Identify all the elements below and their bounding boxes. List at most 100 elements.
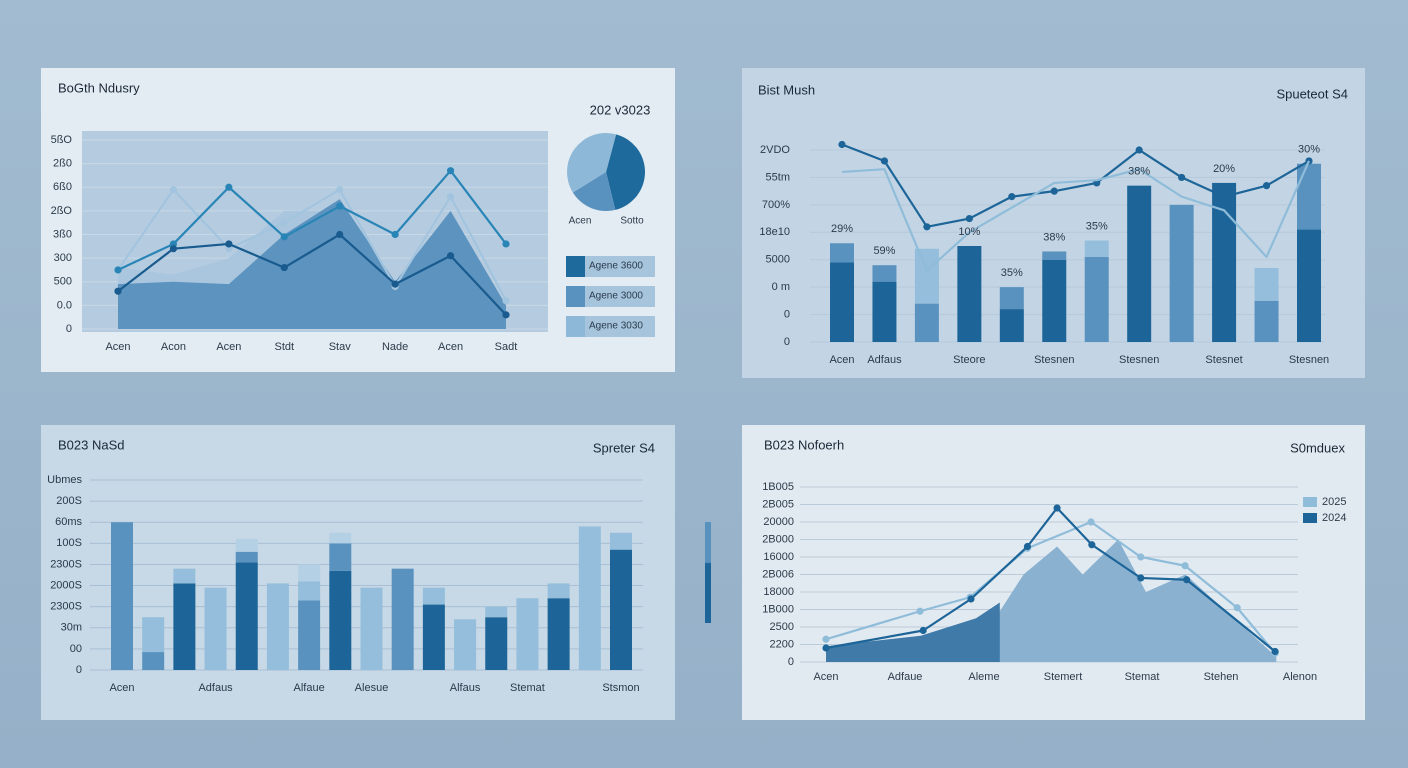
y-tick-label: 3ß0 xyxy=(53,228,72,240)
point xyxy=(446,252,455,260)
legend-label: Agene 3000 xyxy=(589,291,643,302)
legend-label: 2025 xyxy=(1322,496,1346,508)
point xyxy=(1262,182,1271,190)
bar-segment xyxy=(1084,240,1109,257)
decoration xyxy=(705,522,711,623)
bar-segment xyxy=(1042,251,1067,260)
chart-title: Bist Mush xyxy=(758,82,815,97)
point xyxy=(1135,146,1143,154)
x-tick-label: Acen xyxy=(438,341,463,353)
x-tick-label: Adfaus xyxy=(867,354,902,366)
x-tick-label: Acen xyxy=(109,682,134,694)
point xyxy=(446,167,455,175)
y-tick-label: 18e10 xyxy=(759,226,790,238)
point xyxy=(114,287,122,295)
y-tick-label: 1B005 xyxy=(762,481,794,493)
y-tick-label: 5000 xyxy=(766,254,790,266)
bar-segment xyxy=(298,581,321,601)
point xyxy=(502,240,510,248)
x-tick-label: Stemat xyxy=(510,682,545,694)
line xyxy=(841,143,1310,228)
y-tick-label: 0 xyxy=(76,664,82,676)
point xyxy=(923,223,931,231)
y-tick-label: 0 xyxy=(784,336,790,348)
bar-segment xyxy=(1254,300,1279,342)
line xyxy=(841,160,1311,272)
chart-title: BoGth Ndusry xyxy=(58,80,140,95)
area xyxy=(826,539,1277,662)
bar-segment xyxy=(872,281,897,342)
bar-segment xyxy=(422,587,445,605)
point xyxy=(169,186,178,194)
bar-segment xyxy=(1169,204,1194,342)
legend-swatch xyxy=(1303,513,1317,523)
point xyxy=(1181,562,1189,570)
bar-segment xyxy=(266,583,289,670)
point xyxy=(1183,576,1191,584)
y-tick-label: 2B000 xyxy=(762,533,794,545)
bar-segment xyxy=(999,287,1024,310)
legend-label: Agene 3600 xyxy=(589,261,643,272)
bar-segment xyxy=(610,549,632,670)
annotation: 38% xyxy=(1043,231,1065,243)
point xyxy=(169,245,178,253)
y-tick-label: 2B005 xyxy=(762,498,794,510)
chart-subtitle: Spreter S4 xyxy=(593,440,655,455)
x-tick-label: Alfaue xyxy=(294,682,325,694)
point xyxy=(336,230,344,239)
point xyxy=(502,311,510,319)
y-tick-label: 200S xyxy=(56,495,82,507)
y-tick-label: 2ß0 xyxy=(53,158,72,170)
x-tick-label: Adfaus xyxy=(198,682,233,694)
y-tick-label: 00 xyxy=(70,643,82,655)
bar-segment xyxy=(329,543,352,571)
annotation: 59% xyxy=(873,245,895,257)
x-tick-label: Stdt xyxy=(274,341,294,353)
annotation: 30% xyxy=(1298,144,1320,156)
bar-segment xyxy=(1297,229,1321,342)
bar-segment xyxy=(485,617,508,670)
y-tick-label: 20000 xyxy=(763,516,794,528)
y-tick-label: 2VDO xyxy=(760,144,790,156)
annotation: 38% xyxy=(1128,166,1150,178)
bar-segment xyxy=(360,587,383,670)
chart-subtitle: S0mduex xyxy=(1290,440,1345,455)
annotation: 20% xyxy=(1213,163,1235,175)
point xyxy=(114,266,122,274)
bar-segment xyxy=(485,606,508,618)
x-tick-label: Stehen xyxy=(1204,671,1239,683)
bar-segment xyxy=(957,246,982,342)
bar-segment xyxy=(454,619,477,670)
area xyxy=(118,199,506,329)
point xyxy=(916,607,924,615)
x-tick-label: Alesue xyxy=(355,682,389,694)
annotation: 29% xyxy=(831,223,853,235)
point xyxy=(280,219,288,227)
legend-box xyxy=(566,316,655,337)
x-tick-label: Stesnet xyxy=(1205,354,1242,366)
x-tick-label: Acen xyxy=(105,341,130,353)
bar-segment xyxy=(830,262,854,342)
bar-segment xyxy=(830,243,854,263)
chart-subtitle: Spueteot S4 xyxy=(1276,86,1348,101)
point xyxy=(880,157,889,165)
bar-segment xyxy=(914,303,939,342)
y-tick-label: Ubmes xyxy=(47,474,82,486)
x-tick-label: Acon xyxy=(161,341,186,353)
bar-segment xyxy=(516,598,539,670)
bar-segment xyxy=(914,248,939,304)
x-tick-label: Adfaue xyxy=(888,671,923,683)
legend-swatch xyxy=(566,316,585,337)
y-tick-label: 0 xyxy=(66,323,72,335)
bar-segment xyxy=(999,309,1024,342)
point xyxy=(502,297,510,305)
area xyxy=(826,602,1000,662)
x-tick-label: Acen xyxy=(829,354,854,366)
bar-segment xyxy=(142,617,165,653)
bar-segment xyxy=(391,568,414,670)
point xyxy=(336,202,344,210)
legend-box xyxy=(566,286,655,307)
point xyxy=(391,280,399,288)
chart-title: 202 v3023 xyxy=(590,102,651,117)
